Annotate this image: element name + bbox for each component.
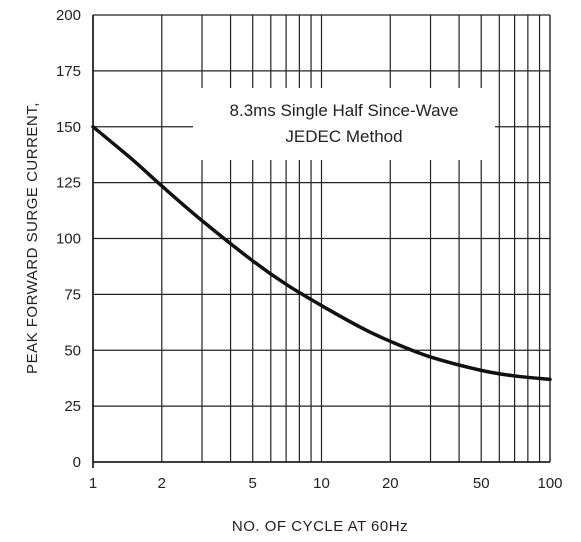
x-tick-label: 5 [249,475,257,492]
y-axis-label: PEAK FORWARD SURGE CURRENT, [24,102,41,374]
grid-lines [92,14,551,468]
series-line [91,125,552,382]
series-group [91,125,552,382]
x-axis-label: NO. OF CYCLE AT 60Hz [232,518,408,535]
y-tick-label: 0 [73,454,81,471]
y-tick-label: 125 [56,175,81,192]
x-tick-label: 2 [158,475,166,492]
annotation-background [193,88,495,160]
x-tick-label: 50 [473,475,490,492]
x-tick-label: 100 [537,475,562,492]
y-tick-label: 75 [64,286,81,303]
y-tick-label: 100 [56,231,81,248]
y-tick-label: 175 [56,63,81,80]
x-tick-label: 10 [313,475,330,492]
y-tick-label: 150 [56,119,81,136]
annotation-box: 8.3ms Single Half Since-Wave JEDEC Metho… [193,88,495,160]
y-tick-label: 200 [56,7,81,24]
annotation-line-2: JEDEC Method [285,127,402,146]
annotation-line-1: 8.3ms Single Half Since-Wave [230,101,459,120]
y-tick-label: 50 [64,342,81,359]
x-tick-label: 20 [382,475,399,492]
x-tick-label: 1 [89,475,97,492]
y-tick-label: 25 [64,398,81,415]
